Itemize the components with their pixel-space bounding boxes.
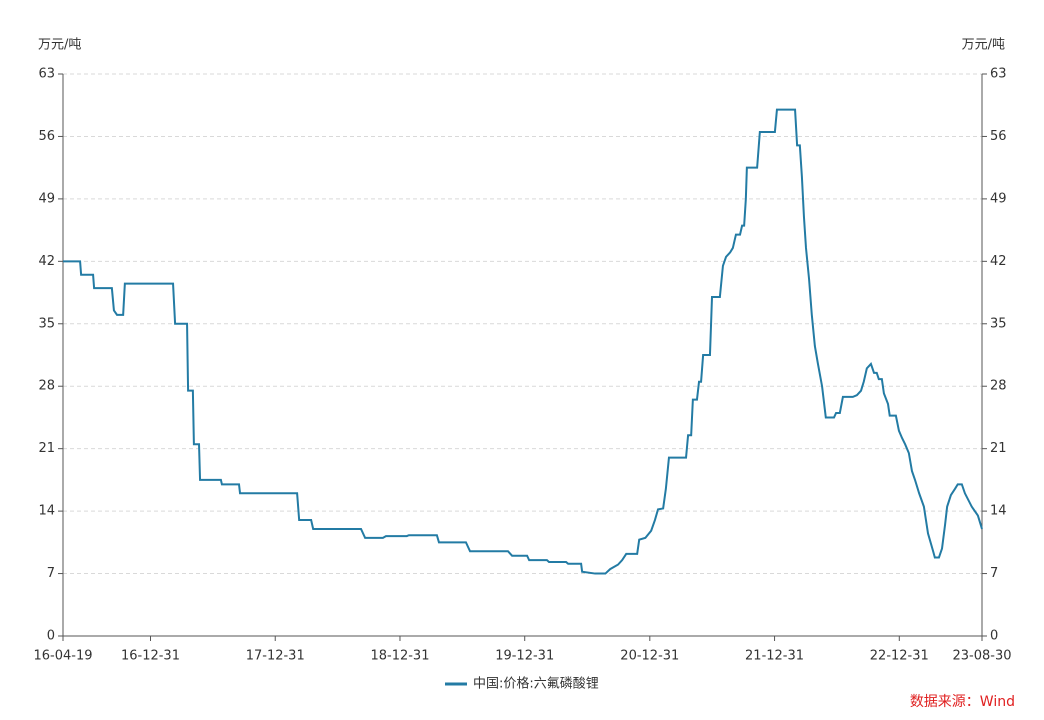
- y-tick-label: 56: [38, 129, 55, 144]
- x-tick-label: 19-12-31: [495, 649, 554, 664]
- y-tick-label: 63: [38, 67, 55, 82]
- y2-axis-unit: 万元/吨: [962, 38, 1005, 53]
- x-tick-label: 21-12-31: [745, 649, 804, 664]
- y2-tick-label: 7: [990, 566, 998, 581]
- y2-tick-label: 0: [990, 629, 998, 644]
- y2-tick-label: 14: [990, 504, 1007, 519]
- y-tick-label: 14: [38, 504, 55, 519]
- y2-tick-label: 35: [990, 316, 1007, 331]
- x-tick-label: 18-12-31: [370, 649, 429, 664]
- y-tick-label: 42: [38, 254, 55, 269]
- y2-tick-label: 63: [990, 67, 1007, 82]
- y2-tick-label: 21: [990, 441, 1007, 456]
- x-tick-label: 16-12-31: [121, 649, 180, 664]
- y2-tick-label: 49: [990, 191, 1007, 206]
- y2-tick-label: 42: [990, 254, 1007, 269]
- x-tick-label: 17-12-31: [246, 649, 305, 664]
- y2-tick-label: 56: [990, 129, 1007, 144]
- y-tick-label: 49: [38, 191, 55, 206]
- y-tick-label: 35: [38, 316, 55, 331]
- x-tick-label: 20-12-31: [620, 649, 679, 664]
- data-line: [63, 108, 983, 575]
- x-tick-label: 16-04-19: [33, 649, 92, 664]
- y-tick-label: 21: [38, 441, 55, 456]
- y-axis-unit: 万元/吨: [38, 38, 81, 53]
- y2-tick-label: 28: [990, 379, 1007, 394]
- legend-label: 中国:价格:六氟磷酸锂: [473, 676, 599, 692]
- y-tick-label: 7: [47, 566, 55, 581]
- y-tick-label: 28: [38, 379, 55, 394]
- x-tick-label: 22-12-31: [870, 649, 929, 664]
- y-tick-label: 0: [47, 629, 55, 644]
- x-tick-label: 23-08-30: [952, 649, 1011, 664]
- source-note: 数据来源：Wind: [910, 694, 1015, 710]
